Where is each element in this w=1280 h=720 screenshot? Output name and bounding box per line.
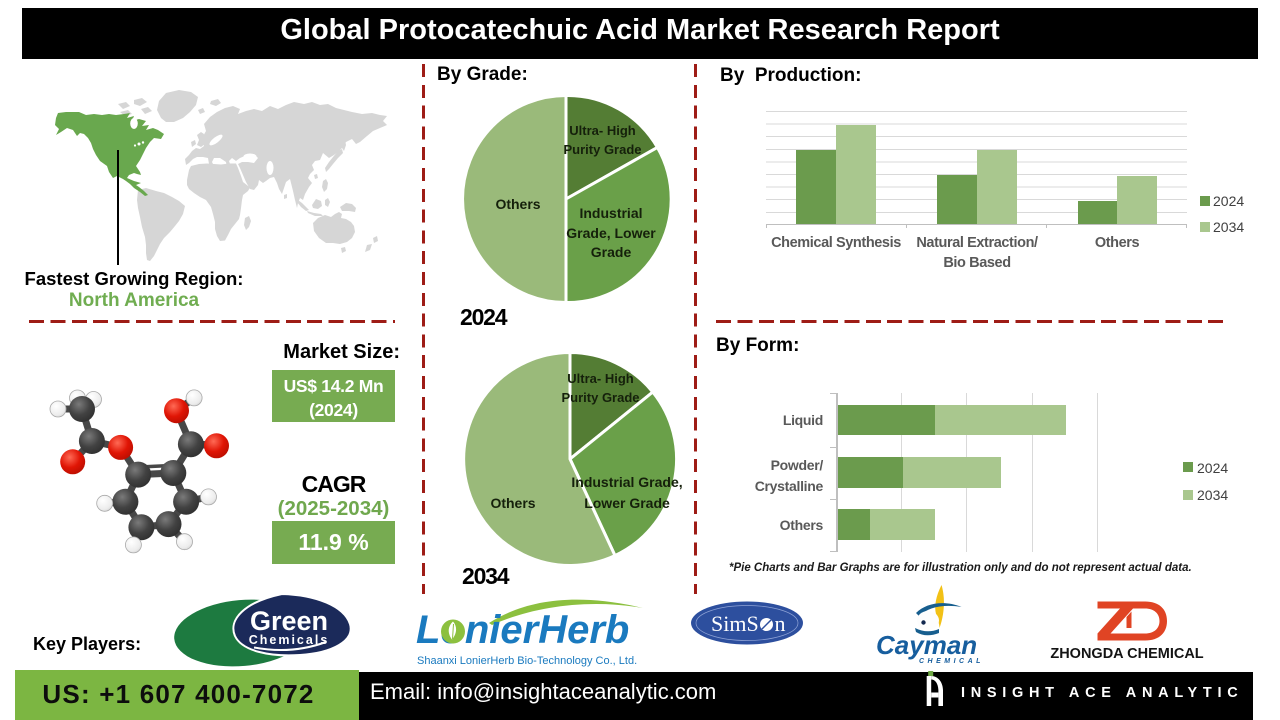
svg-text:ZHONGDA CHEMICAL: ZHONGDA CHEMICAL bbox=[1050, 646, 1203, 662]
svg-text:n: n bbox=[775, 611, 786, 636]
svg-text:SimS: SimS bbox=[711, 611, 759, 636]
svg-text:Cayman: Cayman bbox=[876, 630, 977, 660]
svg-text:CHEMICAL: CHEMICAL bbox=[919, 658, 984, 665]
svg-text:Green: Green bbox=[250, 606, 328, 636]
svg-text:Shaanxi LonierHerb Bio-Technol: Shaanxi LonierHerb Bio-Technology Co., L… bbox=[417, 655, 637, 667]
svg-text:Chemicals: Chemicals bbox=[249, 633, 330, 647]
